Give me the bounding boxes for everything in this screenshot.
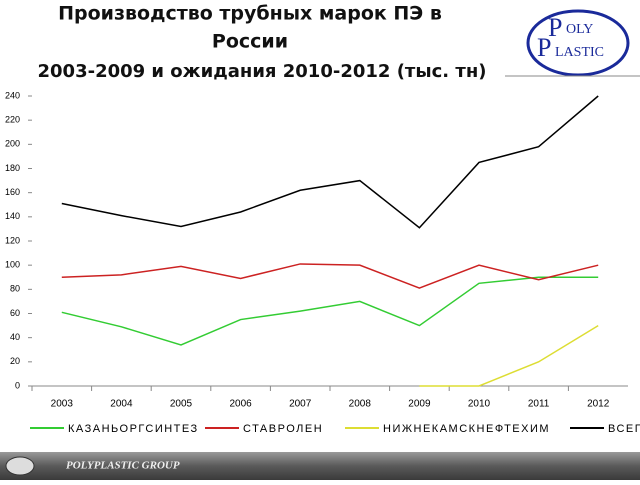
series-line [419, 324, 599, 387]
x-tick-label: 2010 [468, 399, 491, 410]
logo-p: P [548, 13, 562, 42]
chart-subtitle: 2003-2009 и ожидания 2010-2012 (тыс. тн) [38, 61, 487, 82]
y-tick-label: 20 [10, 356, 20, 366]
footer-bar [0, 452, 640, 480]
y-tick-label: 220 [5, 115, 20, 125]
logo-ring [526, 9, 630, 77]
x-tick-label: 2011 [528, 399, 550, 410]
y-tick-label: 120 [5, 235, 20, 245]
y-tick-label: 0 [15, 380, 20, 390]
y-tick-label: 60 [10, 308, 20, 318]
x-tick-label: 2005 [170, 399, 193, 410]
y-tick-label: 240 [5, 90, 20, 100]
logo-text: LASTIC [555, 45, 604, 60]
x-tick-label: 2006 [229, 399, 252, 410]
footer-text: POLYPLASTIC GROUP [66, 460, 180, 472]
y-tick-label: 140 [5, 211, 20, 221]
legend-label: НИЖНЕКАМСКНЕФТЕХИМ [383, 423, 550, 435]
footer-logo [5, 456, 35, 476]
series-line [61, 276, 599, 346]
x-tick-label: 2003 [51, 399, 74, 410]
logo: P OLY P LASTIC [505, 9, 640, 77]
y-tick-label: 180 [5, 163, 20, 173]
legend-label: СТАВРОЛЕН [243, 423, 323, 435]
x-tick-label: 2007 [289, 399, 312, 410]
y-tick-label: 160 [5, 187, 20, 197]
x-tick-label: 2009 [408, 399, 431, 410]
legend-label: КАЗАНЬОРГСИНТЕЗ [68, 423, 199, 435]
logo-text: OLY [566, 22, 593, 37]
x-tick-label: 2012 [587, 399, 610, 410]
chart-title: Производство трубных марок ПЭ в [58, 3, 442, 25]
logo-p: P [537, 33, 551, 62]
series-line [61, 263, 599, 289]
y-tick-label: 40 [10, 332, 20, 342]
chart-title: России [212, 31, 288, 53]
legend-label: ВСЕГО [608, 423, 640, 435]
series-line [61, 95, 599, 229]
y-tick-label: 200 [5, 139, 20, 149]
x-tick-label: 2004 [110, 399, 133, 410]
y-tick-label: 100 [5, 260, 20, 270]
y-tick-label: 80 [10, 284, 20, 294]
x-tick-label: 2008 [349, 399, 372, 410]
